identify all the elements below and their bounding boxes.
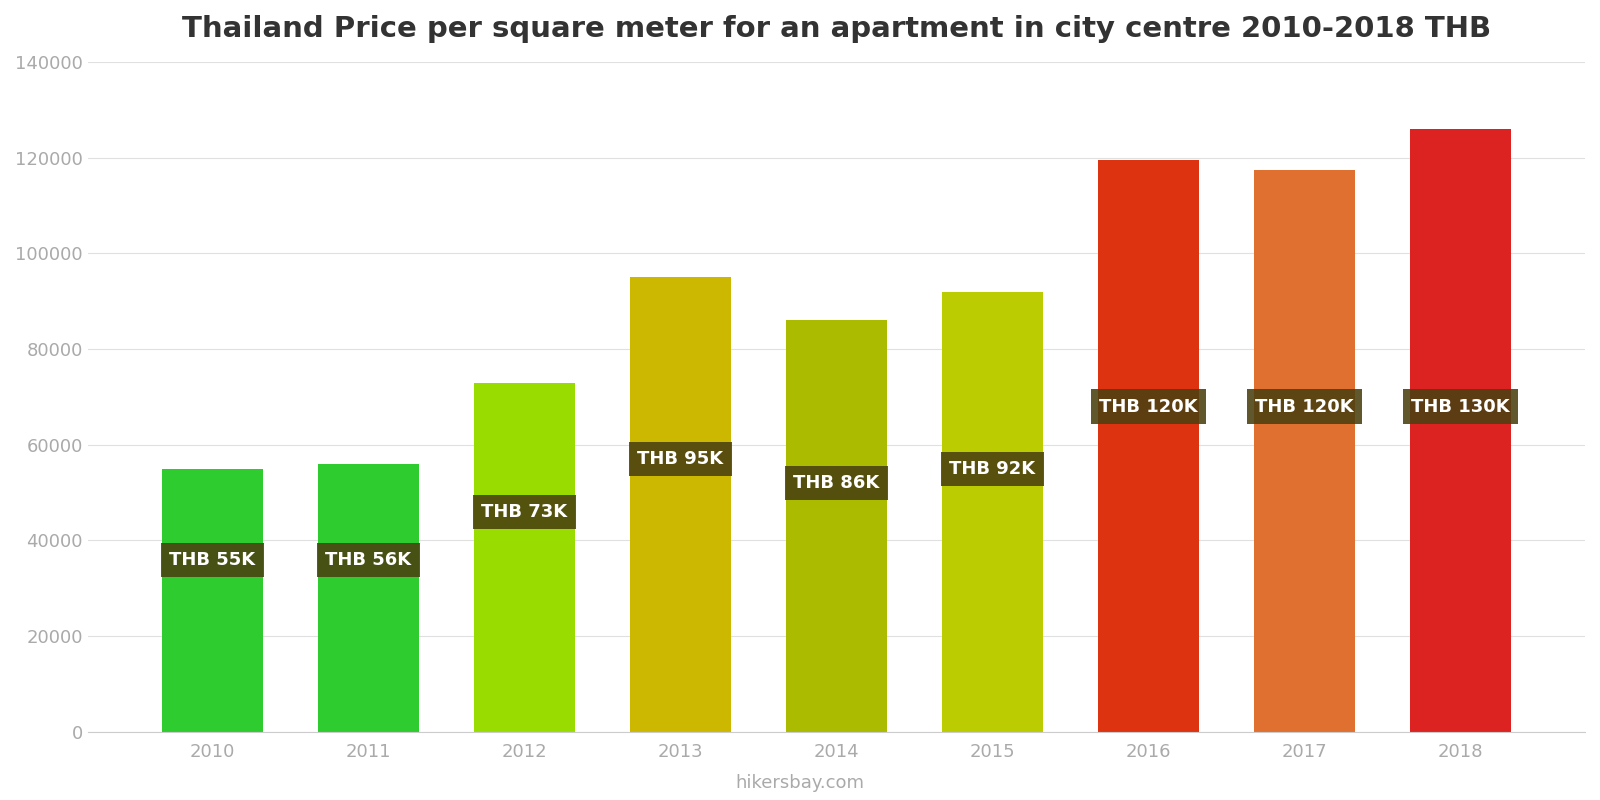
Title: Thailand Price per square meter for an apartment in city centre 2010-2018 THB: Thailand Price per square meter for an a… [182,15,1491,43]
Bar [318,464,419,732]
Text: THB 55K: THB 55K [170,550,256,569]
Text: THB 73K: THB 73K [482,502,568,521]
Text: THB 56K: THB 56K [325,550,411,569]
Bar [942,292,1043,732]
Bar [1098,160,1198,732]
Bar [786,320,886,732]
Text: THB 120K: THB 120K [1099,398,1198,415]
Text: THB 92K: THB 92K [949,460,1035,478]
Text: THB 130K: THB 130K [1411,398,1509,415]
Text: THB 86K: THB 86K [794,474,880,492]
Text: THB 95K: THB 95K [637,450,723,468]
Bar [1410,129,1510,732]
Bar [1253,170,1355,732]
Bar [474,382,574,732]
Text: hikersbay.com: hikersbay.com [736,774,864,792]
Text: THB 120K: THB 120K [1254,398,1354,415]
Bar [162,469,262,732]
Bar [630,278,731,732]
